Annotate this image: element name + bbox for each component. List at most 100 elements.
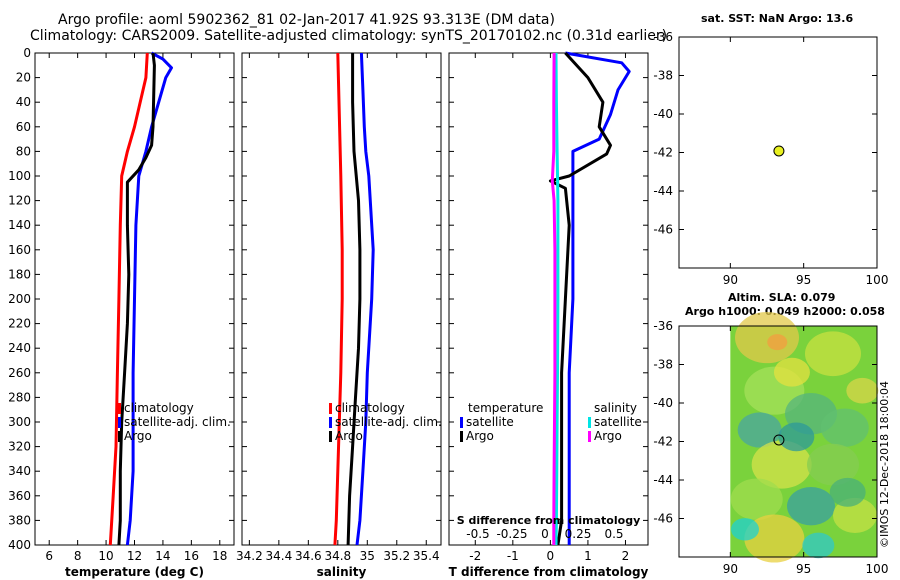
- salinity-xtick-label: 35: [360, 549, 375, 563]
- sla_map-ytick-label: -46: [653, 512, 673, 526]
- difference-s-tick-label: 0: [541, 527, 549, 541]
- depth-tick-label: 120: [8, 194, 31, 208]
- temperature-series-argo: [117, 52, 156, 546]
- temperature-legend-swatch: [118, 417, 121, 428]
- sla_map-xtick-label: 100: [866, 562, 889, 576]
- salinity-legend-swatch: [329, 431, 332, 442]
- depth-tick-label: 320: [8, 440, 31, 454]
- depth-tick-label: 260: [8, 366, 31, 380]
- difference-temperature-legend-label: Argo: [466, 429, 494, 443]
- sla_map-heat-cell: [802, 532, 835, 559]
- sla_map-heat-cell: [735, 311, 799, 364]
- temperature-xtick-label: 14: [155, 549, 170, 563]
- depth-tick-label: 60: [16, 120, 31, 134]
- sla_map-heat-cell: [778, 422, 815, 452]
- depth-tick-label: 40: [16, 95, 31, 109]
- temperature-xtick-label: 6: [45, 549, 53, 563]
- sla_map-heat-cell: [730, 478, 783, 521]
- temperature-legend-label: climatology: [124, 401, 194, 415]
- sst_map-ytick-label: -44: [653, 184, 673, 198]
- sla_map-heat-cell: [751, 440, 812, 489]
- sla_map-heat-cell: [737, 412, 782, 448]
- salinity-xaxis-label: salinity: [317, 565, 367, 579]
- temperature-legend-swatch: [118, 403, 121, 414]
- difference-xtick-label: 0: [547, 549, 555, 563]
- sla_map-heat-cell: [767, 334, 788, 351]
- difference-xaxis-label: T difference from climatology: [449, 565, 649, 579]
- salinity-legend-label: climatology: [335, 401, 405, 415]
- sla_map-xtick-label: 90: [723, 562, 738, 576]
- sla_map-heat-cell: [787, 486, 835, 526]
- sla_map-ytick-label: -44: [653, 473, 673, 487]
- depth-tick-label: 140: [8, 218, 31, 232]
- temperature-series-satellite-adj-clim-: [125, 51, 173, 546]
- difference-series-salinity-argo: [550, 52, 557, 545]
- depth-tick-label: 100: [8, 169, 31, 183]
- depth-tick-label: 80: [16, 144, 31, 158]
- difference-salinity-legend-label: Argo: [594, 429, 622, 443]
- temperature-legend-label: satellite-adj. clim.: [124, 415, 231, 429]
- difference-s-tick-label: -0.5: [466, 527, 489, 541]
- sla_map-ytick-label: -40: [653, 396, 673, 410]
- difference-series-temperature-argo: [548, 51, 612, 546]
- difference-temperature-legend-swatch: [460, 417, 463, 428]
- salinity-series-satellite-adj-clim-: [355, 52, 375, 546]
- salinity-legend-label: Argo: [335, 429, 363, 443]
- depth-tick-label: 340: [8, 464, 31, 478]
- temperature-xtick-label: 8: [74, 549, 82, 563]
- temperature-legend-swatch: [118, 431, 121, 442]
- depth-tick-label: 20: [16, 71, 31, 85]
- salinity-series-argo: [346, 53, 362, 546]
- depth-tick-label: 240: [8, 341, 31, 355]
- depth-tick-label: 380: [8, 513, 31, 527]
- sst_map-xtick-label: 100: [866, 273, 889, 287]
- depth-tick-label: 300: [8, 415, 31, 429]
- temperature-xtick-label: 12: [127, 549, 142, 563]
- sst_map-xtick-label: 95: [796, 273, 811, 287]
- sla_map-heat-cell: [833, 497, 877, 534]
- difference-xtick-label: -2: [469, 549, 481, 563]
- difference-xtick-label: 1: [584, 549, 592, 563]
- salinity-xtick-label: 34.4: [265, 549, 292, 563]
- chart-title-line2: Climatology: CARS2009. Satellite-adjuste…: [30, 28, 668, 44]
- difference-s-tick-label: -0.25: [496, 527, 527, 541]
- sst_map-ytick-label: -36: [653, 30, 673, 44]
- sla_map-xtick-label: 95: [796, 562, 811, 576]
- sla_map-ytick-label: -36: [653, 319, 673, 333]
- difference-s-tick-label: 0.5: [604, 527, 623, 541]
- salinity-legend-swatch: [329, 417, 332, 428]
- depth-tick-label: 400: [8, 538, 31, 552]
- temperature-series-climatology: [108, 52, 149, 546]
- temperature-xtick-label: 18: [212, 549, 227, 563]
- depth-tick-label: 360: [8, 489, 31, 503]
- sst_map-ytick-label: -42: [653, 146, 673, 160]
- sst-map-title: sat. SST: NaN Argo: 13.6: [701, 12, 854, 25]
- sla_map-heat-cell: [744, 514, 805, 563]
- depth-tick-label: 280: [8, 390, 31, 404]
- temperature-xtick-label: 16: [184, 549, 199, 563]
- sla_map-heat-cell: [773, 357, 810, 387]
- salinity-legend-swatch: [329, 403, 332, 414]
- difference-series-salinity-satellite: [554, 52, 560, 546]
- sla_map-heat-cell: [846, 377, 879, 404]
- depth-tick-label: 160: [8, 243, 31, 257]
- temperature-xtick-label: 10: [98, 549, 113, 563]
- salinity-series-climatology: [333, 52, 344, 546]
- difference-s-tick-label: 0.25: [565, 527, 592, 541]
- temperature-legend-label: Argo: [124, 429, 152, 443]
- depth-tick-label: 200: [8, 292, 31, 306]
- depth-tick-label: 0: [23, 46, 31, 60]
- salinity-xtick-label: 35.2: [383, 549, 410, 563]
- sla_map-heat-cell: [807, 443, 859, 486]
- sla-map-title-line1: Altim. SLA: 0.079: [728, 291, 836, 304]
- imos-timestamp: ©IMOS 12-Dec-2018 18:00:04: [878, 381, 891, 548]
- difference-temperature-legend-swatch: [460, 431, 463, 442]
- sst_map-xtick-label: 90: [723, 273, 738, 287]
- sla_map-ytick-label: -42: [653, 435, 673, 449]
- sst_map-ytick-label: -38: [653, 69, 673, 83]
- sla_map-heat-cell: [829, 477, 866, 507]
- difference-s-axis-label: S difference from climatology: [457, 514, 641, 527]
- difference-salinity-legend-swatch: [588, 417, 591, 428]
- difference-legend-title-salinity: salinity: [594, 401, 637, 415]
- sla-map-title-line2: Argo h1000: 0.049 h2000: 0.058: [685, 305, 885, 318]
